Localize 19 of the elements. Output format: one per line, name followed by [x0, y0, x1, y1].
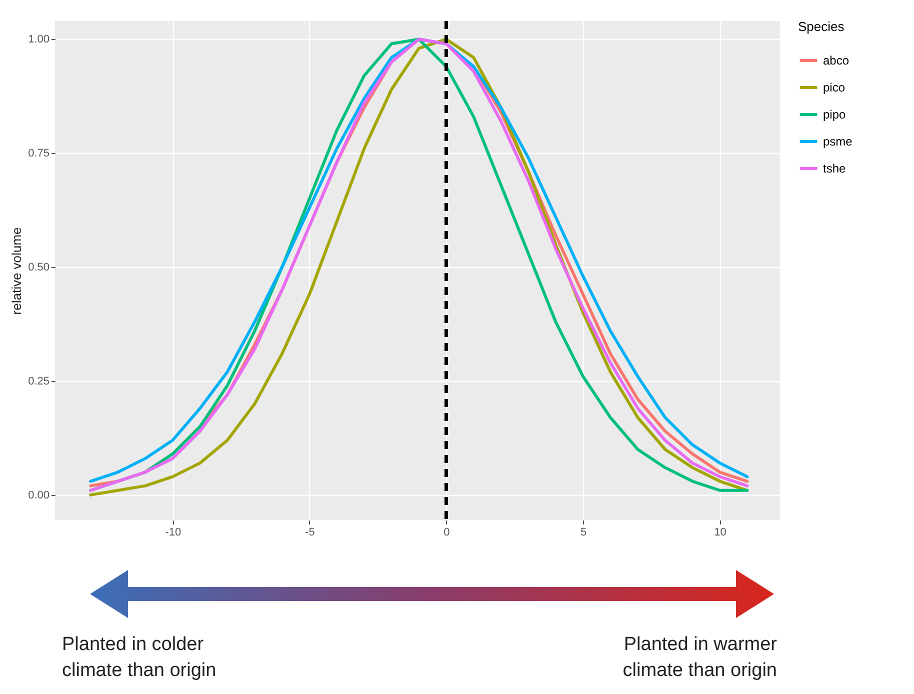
legend-label: pipo — [823, 108, 846, 122]
x-tick-label: -5 — [305, 526, 315, 538]
text: Planted in colder climate than origin — [62, 633, 218, 683]
x-tick-label: 10 — [714, 526, 726, 538]
legend-label: pico — [823, 80, 846, 94]
x-tick-label: 0 — [444, 526, 450, 538]
y-axis-title: relative volume — [9, 227, 24, 315]
legend-label: psme — [823, 134, 853, 148]
x-tick-label: 5 — [580, 526, 587, 538]
y-tick-label: 1.00 — [28, 34, 50, 46]
legend-label: tshe — [823, 162, 846, 176]
x-tick-label: -10 — [165, 526, 182, 538]
y-tick-label: 0.00 — [28, 489, 50, 502]
y-tick-label: 0.75 — [28, 148, 50, 160]
y-tick-label: 0.25 — [28, 376, 50, 388]
legend-label: abco — [823, 54, 850, 68]
y-tick-label: 0.50 — [28, 262, 50, 274]
text: Planted in warmer climate than origin — [622, 633, 777, 683]
legend-title: Species — [798, 19, 845, 34]
